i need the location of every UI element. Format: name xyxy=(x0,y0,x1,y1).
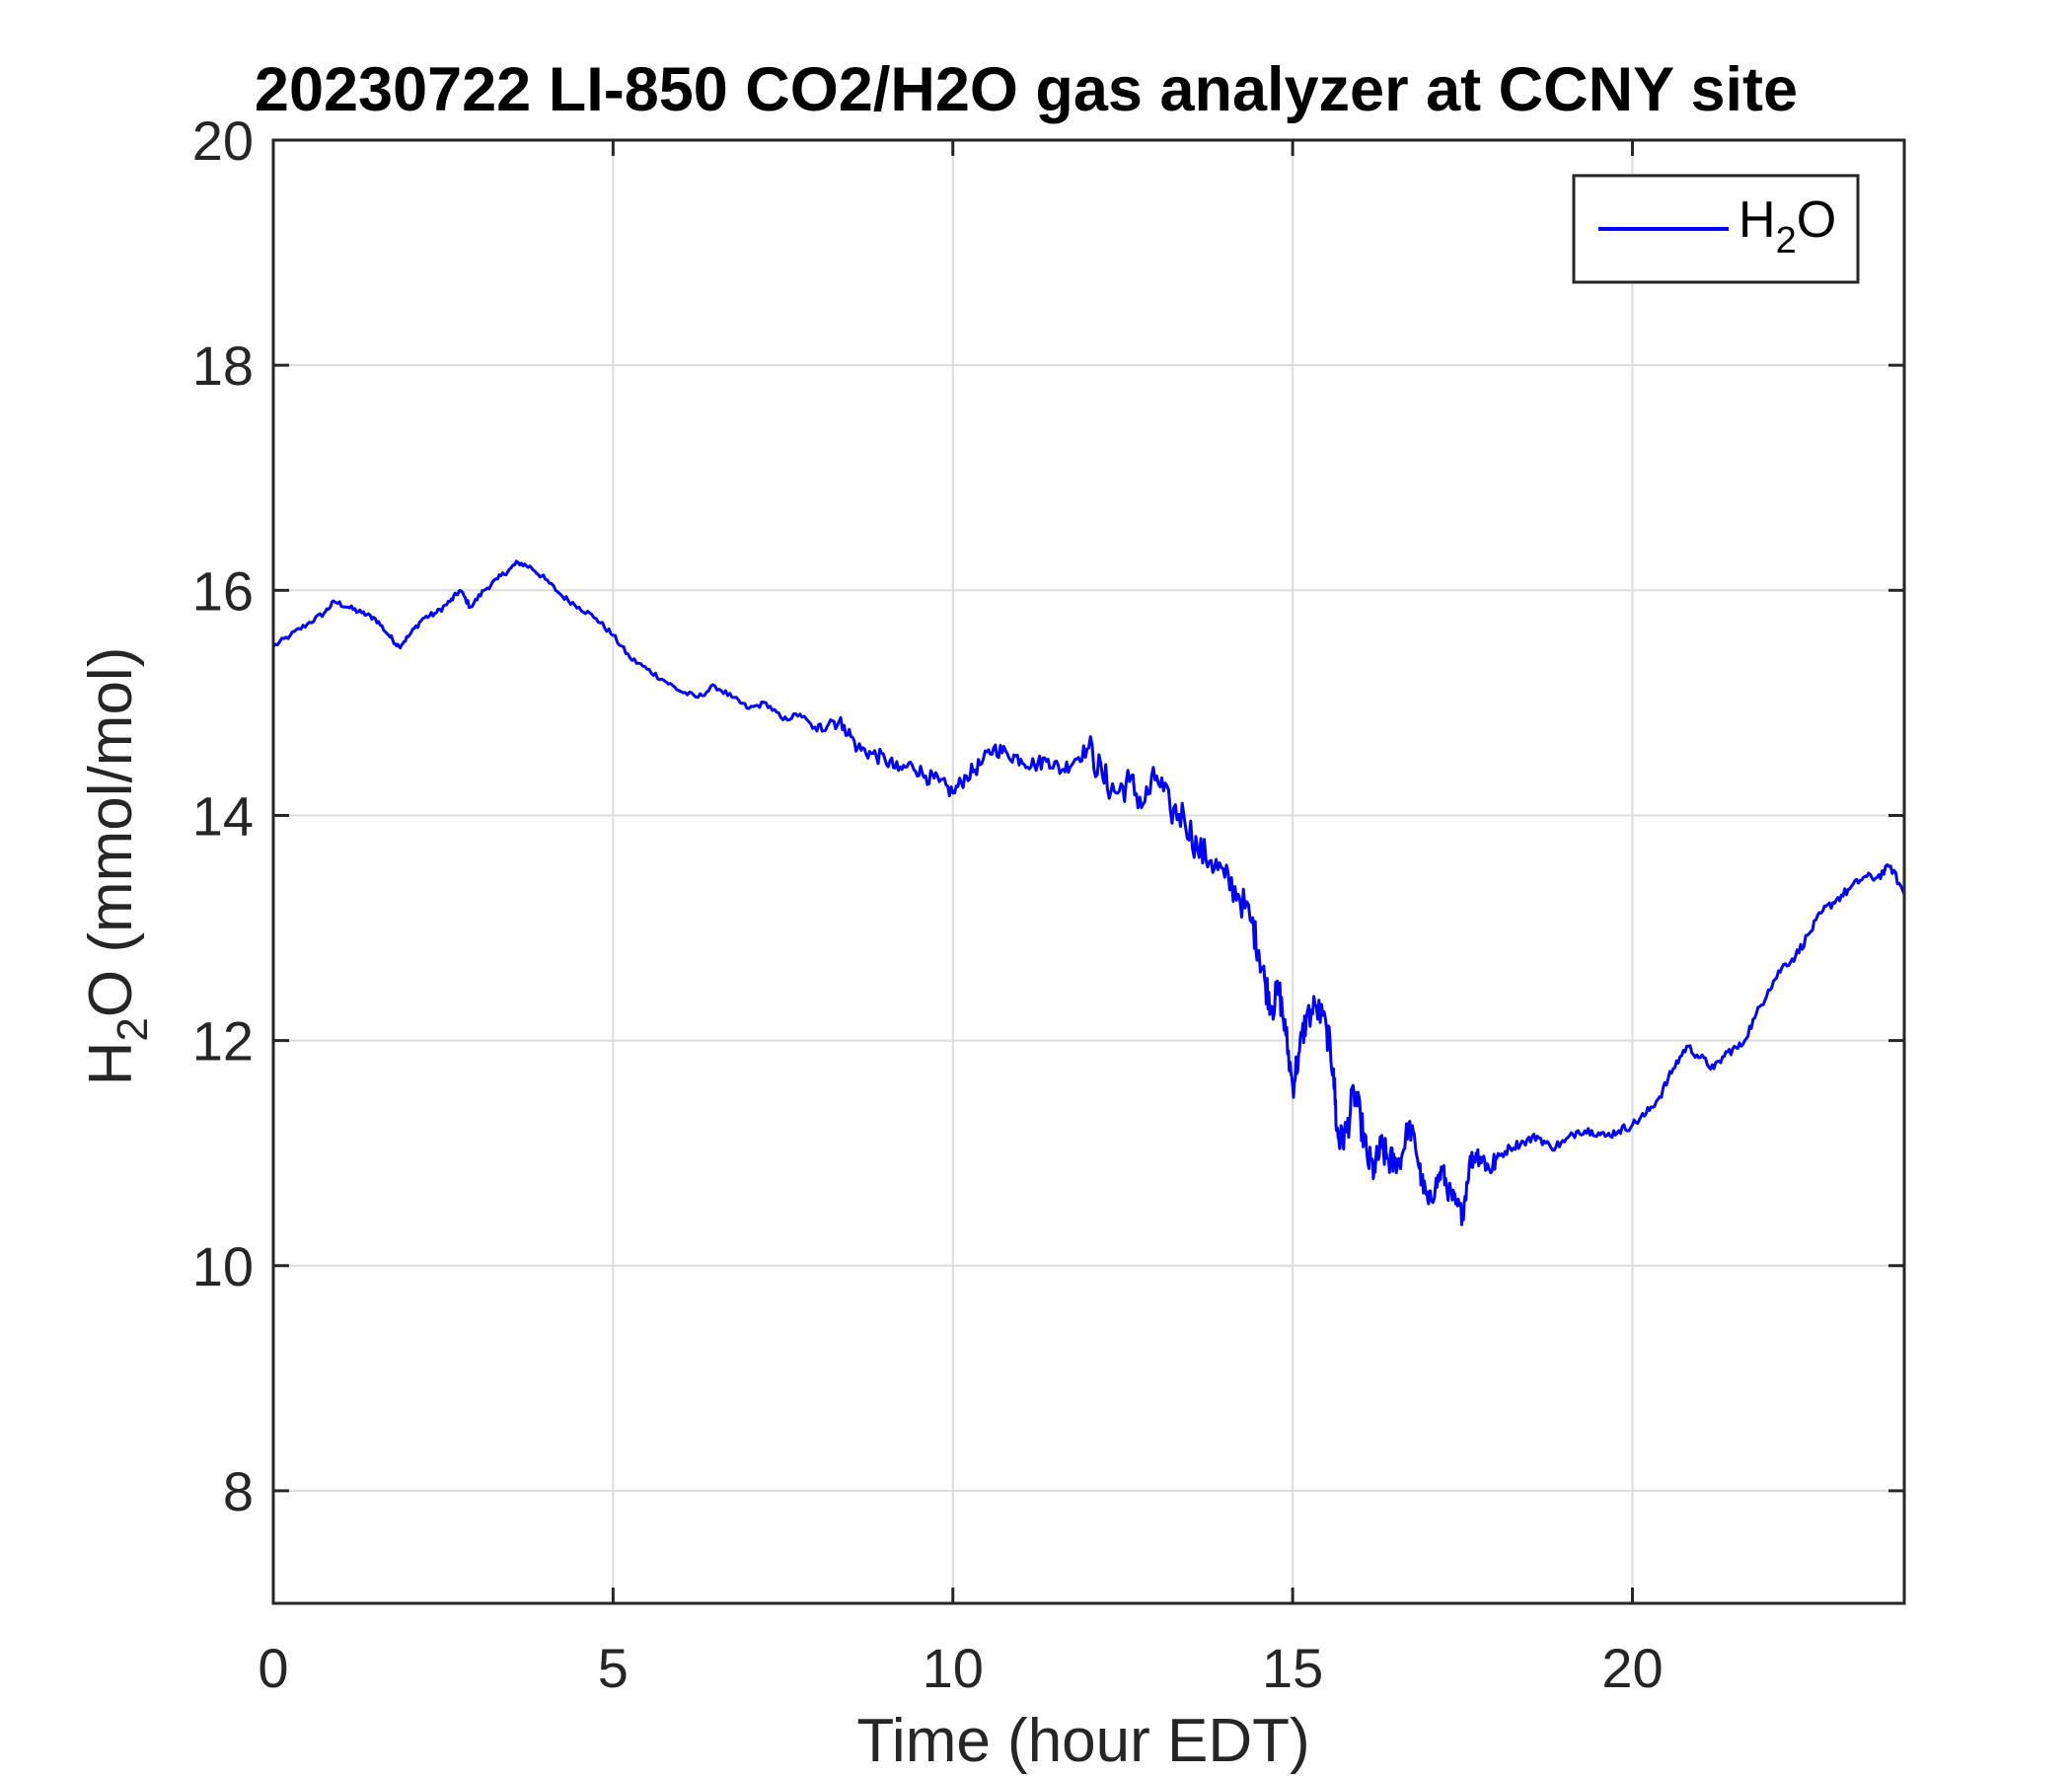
legend-label-rest: O xyxy=(1797,191,1836,249)
y-tick-label: 10 xyxy=(192,1235,254,1297)
grid-lines xyxy=(273,140,1904,1603)
y-axis-title-base: H xyxy=(77,1042,145,1086)
series-layer xyxy=(271,559,1906,1226)
x-axis-title: Time (hour EDT) xyxy=(856,1707,1309,1775)
plot-area-frame xyxy=(271,138,1906,1605)
y-axis-title-rest: O (mmol/mol) xyxy=(77,647,145,1017)
legend: H2O xyxy=(1572,174,1860,284)
x-tick-label: 15 xyxy=(1262,1637,1323,1699)
y-tick-label: 20 xyxy=(192,110,254,172)
x-tick-label: 10 xyxy=(923,1637,984,1699)
y-tick-label: 12 xyxy=(192,1010,254,1073)
y-tick-label: 8 xyxy=(223,1460,254,1522)
y-tick-label: 18 xyxy=(192,334,254,397)
x-tick-label: 0 xyxy=(258,1637,288,1699)
x-tick-label: 5 xyxy=(598,1637,629,1699)
y-tick-label: 14 xyxy=(192,784,254,847)
y-axis-title-subscript: 2 xyxy=(109,1017,157,1041)
legend-label-h2o: H2O xyxy=(1739,191,1836,261)
y-axis-title: H2O (mmol/mol) xyxy=(77,647,157,1086)
x-tick-label: 20 xyxy=(1601,1637,1663,1699)
tick-labels: 0 5 10 15 20 8 10 12 14 16 18 20 xyxy=(192,110,1664,1699)
y-tick-label: 16 xyxy=(192,559,254,622)
chart-title: 20230722 LI-850 CO2/H2O gas analyzer at … xyxy=(255,55,1798,124)
legend-label-base: H xyxy=(1739,191,1776,249)
legend-label-subscript: 2 xyxy=(1776,220,1797,261)
tick-marks xyxy=(271,138,1904,1603)
series-line-h2o xyxy=(271,559,1906,1226)
